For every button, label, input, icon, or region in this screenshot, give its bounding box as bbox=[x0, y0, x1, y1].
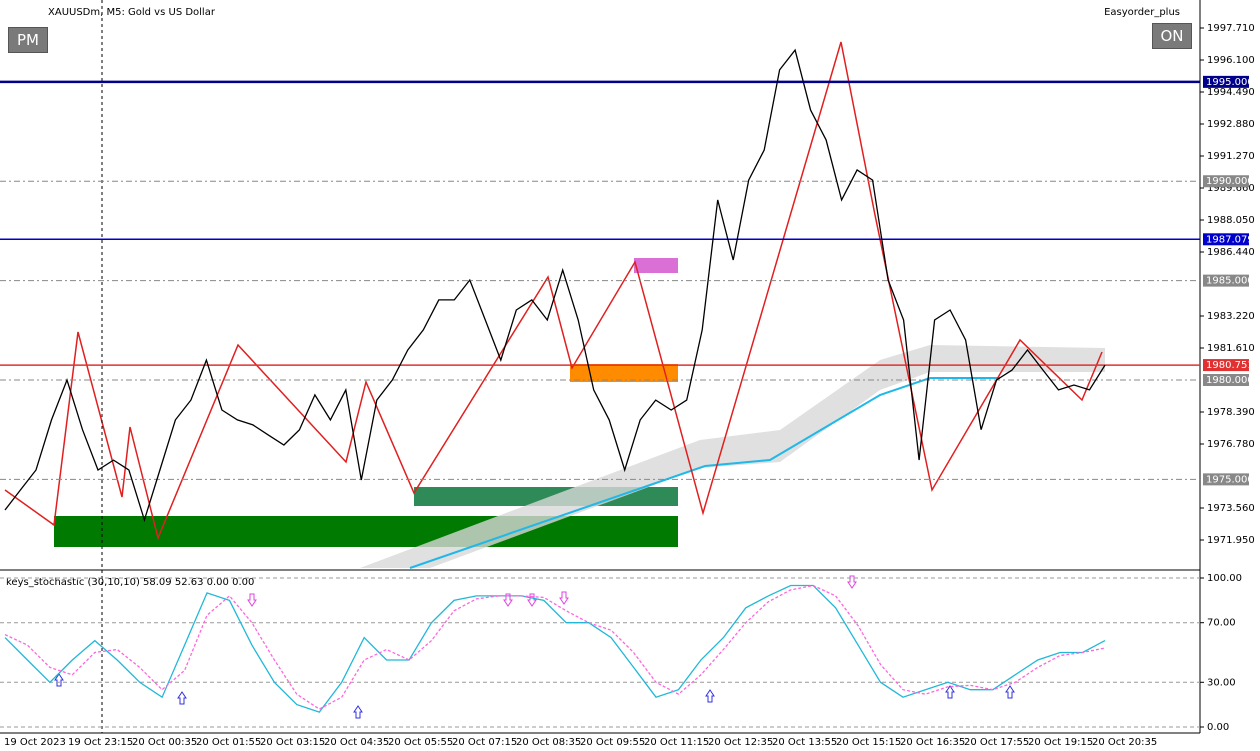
symbol-title: XAUUSDm, M5: Gold vs US Dollar bbox=[48, 7, 216, 18]
moving-average bbox=[409, 377, 1000, 569]
level-label: 1995.000 bbox=[1206, 77, 1254, 88]
x-tick-label: 20 Oct 09:55 bbox=[580, 737, 645, 748]
level-label: 1990.000 bbox=[1206, 176, 1254, 187]
level-label-box bbox=[1203, 373, 1249, 386]
x-tick-label: 20 Oct 17:55 bbox=[964, 737, 1029, 748]
level-label: 1987.079 bbox=[1206, 234, 1254, 245]
x-tick-label: 20 Oct 07:15 bbox=[452, 737, 517, 748]
buy-arrows bbox=[54, 673, 1015, 719]
y-tick-label: 1973.560 bbox=[1207, 503, 1255, 514]
data-line bbox=[4, 48, 1106, 523]
data-line bbox=[4, 584, 1106, 713]
y-tick-label: 30.00 bbox=[1207, 677, 1236, 688]
y-tick-label: 100.00 bbox=[1207, 573, 1242, 584]
x-tick-label: 19 Oct 2023 bbox=[4, 737, 66, 748]
x-tick-label: 20 Oct 00:35 bbox=[132, 737, 197, 748]
x-tick-label: 20 Oct 05:55 bbox=[388, 737, 453, 748]
y-tick-label: 1991.270 bbox=[1207, 151, 1255, 162]
x-tick-label: 20 Oct 13:55 bbox=[772, 737, 837, 748]
level-label: 1980.000 bbox=[1206, 375, 1254, 386]
level-label-box bbox=[1203, 75, 1249, 88]
demand-zone bbox=[54, 516, 678, 547]
x-tick-label: 20 Oct 04:35 bbox=[324, 737, 389, 748]
pm-button[interactable]: PM bbox=[8, 27, 48, 53]
y-tick-label: 0.00 bbox=[1207, 722, 1229, 733]
y-tick-label: 1971.950 bbox=[1207, 535, 1255, 546]
expert-name: Easyorder_plus bbox=[1104, 7, 1180, 18]
supply-zone bbox=[634, 258, 678, 273]
y-tick-label: 1996.100 bbox=[1207, 55, 1255, 66]
y-tick-label: 1988.050 bbox=[1207, 215, 1255, 226]
y-tick-label: 1978.390 bbox=[1207, 407, 1255, 418]
x-tick-label: 20 Oct 19:15 bbox=[1028, 737, 1093, 748]
x-tick-label: 20 Oct 20:35 bbox=[1092, 737, 1157, 748]
supply-zone bbox=[570, 364, 678, 382]
y-tick-label: 1994.490 bbox=[1207, 87, 1255, 98]
y-tick-label: 1976.780 bbox=[1207, 439, 1255, 450]
x-tick-label: 20 Oct 03:15 bbox=[260, 737, 325, 748]
y-tick-label: 1992.880 bbox=[1207, 119, 1255, 130]
y-tick-label: 1989.660 bbox=[1207, 183, 1255, 194]
level-label: 1980.751 bbox=[1206, 360, 1254, 371]
level-label-box bbox=[1203, 233, 1249, 246]
x-tick-label: 19 Oct 23:15 bbox=[68, 737, 133, 748]
level-label-box bbox=[1203, 274, 1249, 287]
y-tick-label: 1986.440 bbox=[1207, 247, 1255, 258]
y-tick-label: 1997.710 bbox=[1207, 23, 1255, 34]
level-label-box bbox=[1203, 473, 1249, 486]
x-tick-label: 20 Oct 01:55 bbox=[196, 737, 261, 748]
zigzag bbox=[4, 41, 1103, 541]
x-tick-label: 20 Oct 11:15 bbox=[644, 737, 709, 748]
x-tick-label: 20 Oct 08:35 bbox=[516, 737, 581, 748]
indicator-title: keys_stochastic (30,10,10) 58.09 52.63 0… bbox=[6, 577, 254, 588]
level-label-box bbox=[1203, 359, 1249, 372]
sell-arrows bbox=[247, 575, 857, 607]
data-line bbox=[4, 584, 1106, 710]
ma-band bbox=[360, 345, 1105, 568]
y-tick-label: 1981.610 bbox=[1207, 343, 1255, 354]
y-tick-label: 1983.220 bbox=[1207, 311, 1255, 322]
x-tick-label: 20 Oct 15:15 bbox=[836, 737, 901, 748]
level-label-box bbox=[1203, 175, 1249, 188]
x-tick-label: 20 Oct 16:35 bbox=[900, 737, 965, 748]
on-button[interactable]: ON bbox=[1152, 23, 1192, 49]
level-label: 1975.000 bbox=[1206, 474, 1254, 485]
x-tick-label: 20 Oct 12:35 bbox=[708, 737, 773, 748]
level-label: 1985.000 bbox=[1206, 276, 1254, 287]
y-tick-label: 70.00 bbox=[1207, 618, 1236, 629]
